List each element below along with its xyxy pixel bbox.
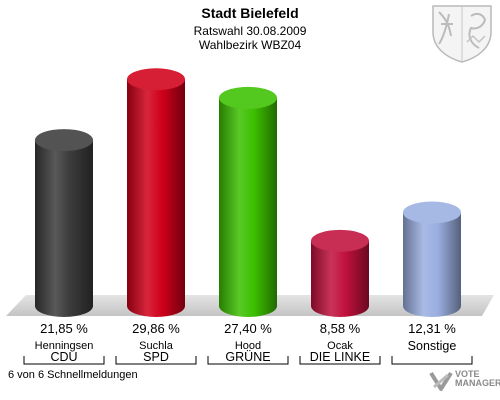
bar-value-label: 12,31 % [408, 321, 456, 336]
bar-cdu [35, 129, 93, 317]
bar-cap [127, 68, 185, 91]
category-bracket [207, 356, 289, 365]
bar-die-linke [311, 229, 369, 317]
party-name: DIE LINKE [310, 350, 370, 364]
category-bracket [23, 356, 105, 365]
candidate-name: Henningsen [35, 340, 94, 352]
vote-manager-logo-icon [429, 371, 453, 391]
bar-sonstige [403, 201, 461, 317]
party-name: Sonstige [408, 339, 457, 353]
candidate-name: Suchla [139, 340, 174, 352]
chart-title: Stadt Bielefeld [201, 5, 299, 21]
bar-body [127, 79, 185, 317]
bar-cap [403, 201, 461, 224]
candidate-name: Hood [235, 340, 261, 352]
bar-cap [35, 129, 93, 152]
vote-manager-logo: VOTE MANAGER [455, 370, 500, 388]
category-bracket [115, 356, 197, 365]
party-name: SPD [143, 350, 169, 364]
bar-value-label: 8,58 % [320, 321, 361, 336]
category-bracket [299, 356, 381, 365]
bar-body [311, 240, 369, 317]
logo-line-2: MANAGER [455, 378, 500, 388]
bar-value-label: 29,86 % [132, 321, 180, 336]
coat-of-arms-icon [432, 5, 492, 63]
bar-value-label: 21,85 % [40, 321, 88, 336]
chart-subtitle: Ratswahl 30.08.2009 [193, 24, 307, 38]
bar-body [403, 212, 461, 317]
bar-gr-ne [219, 86, 277, 318]
bar-cap [311, 229, 369, 252]
bar-cap [219, 86, 277, 109]
bar-body [219, 97, 277, 318]
bar-body [35, 140, 93, 317]
party-name: CDU [50, 350, 77, 364]
bar-value-label: 27,40 % [224, 321, 272, 336]
district-label: Wahlbezirk WBZ04 [198, 38, 302, 52]
party-name: GRÜNE [225, 350, 270, 364]
bar-spd [127, 68, 185, 317]
candidate-name: Ocak [327, 340, 353, 352]
category-bracket [391, 356, 473, 365]
logo-line-1: VOTE [455, 369, 480, 379]
footer-note: 6 von 6 Schnellmeldungen [8, 369, 138, 381]
